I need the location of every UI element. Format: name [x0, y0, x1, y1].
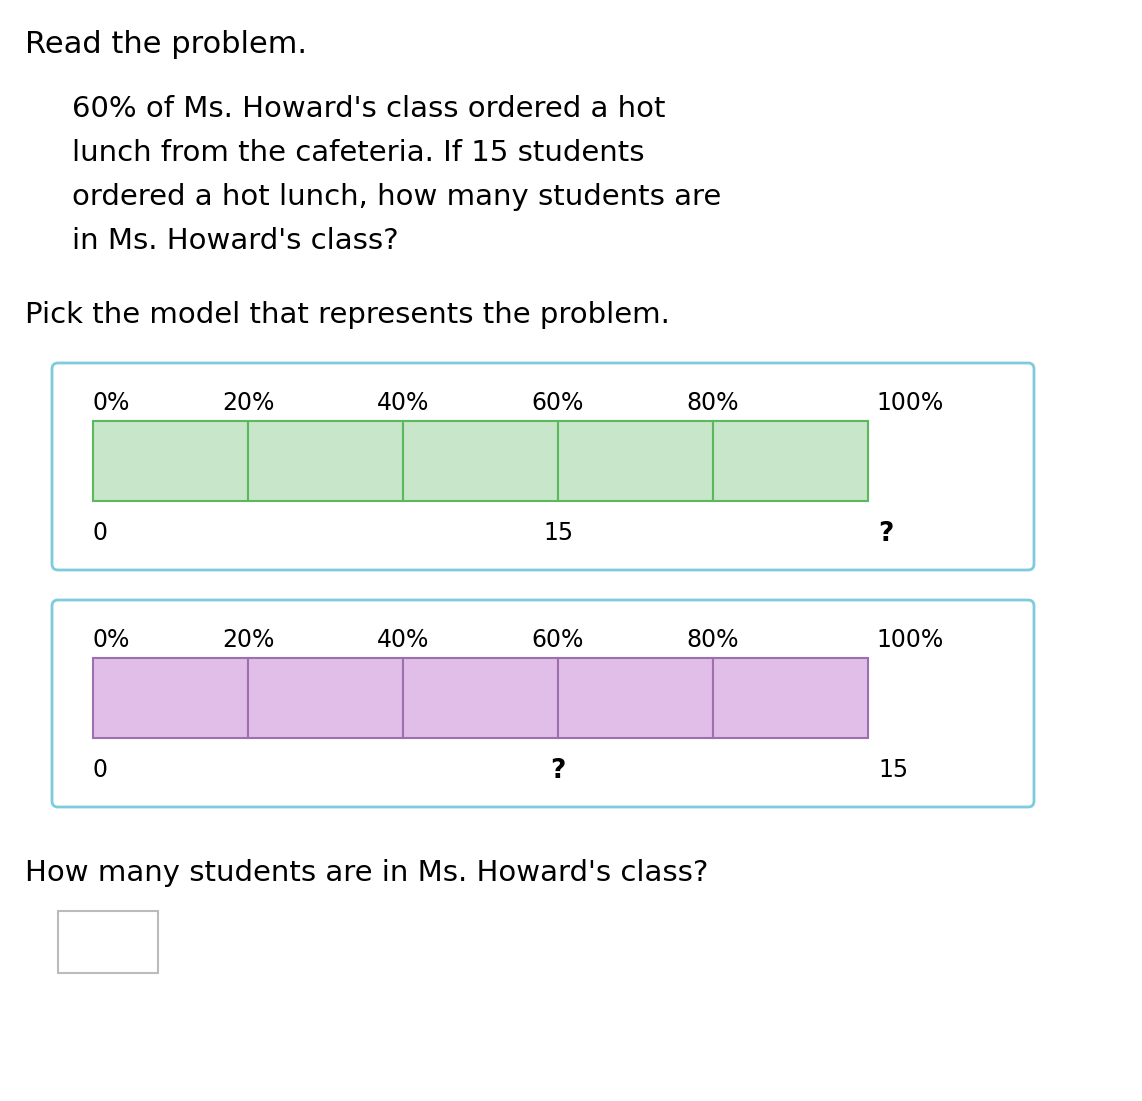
FancyBboxPatch shape [53, 600, 1034, 807]
Bar [248, 421, 403, 501]
Bar [558, 421, 713, 501]
Text: 15: 15 [878, 757, 908, 782]
Bar [558, 658, 713, 738]
Text: 40%: 40% [377, 628, 429, 652]
Text: 60%: 60% [532, 628, 585, 652]
Text: 100%: 100% [876, 628, 943, 652]
Text: 20%: 20% [222, 391, 274, 415]
Text: in Ms. Howard's class?: in Ms. Howard's class? [72, 227, 399, 255]
Text: lunch from the cafeteria. If 15 students: lunch from the cafeteria. If 15 students [72, 139, 644, 167]
Bar [93, 421, 248, 501]
Bar [403, 658, 558, 738]
Text: 40%: 40% [377, 391, 429, 415]
Text: 60%: 60% [532, 391, 585, 415]
Bar [93, 658, 248, 738]
Text: Read the problem.: Read the problem. [25, 30, 307, 59]
Text: ?: ? [550, 757, 565, 784]
Text: 20%: 20% [222, 628, 274, 652]
Bar [713, 658, 868, 738]
Text: 0%: 0% [93, 391, 130, 415]
Bar [248, 658, 403, 738]
Bar [403, 421, 558, 501]
Bar [713, 421, 868, 501]
FancyBboxPatch shape [53, 363, 1034, 570]
Text: 0%: 0% [93, 628, 130, 652]
Text: 60% of Ms. Howard's class ordered a hot: 60% of Ms. Howard's class ordered a hot [72, 95, 666, 123]
Text: 80%: 80% [686, 391, 739, 415]
Text: 0: 0 [93, 757, 108, 782]
Text: 0: 0 [93, 521, 108, 545]
Text: ?: ? [878, 521, 893, 547]
Text: ordered a hot lunch, how many students are: ordered a hot lunch, how many students a… [72, 183, 722, 211]
Text: 80%: 80% [686, 628, 739, 652]
Text: 100%: 100% [876, 391, 943, 415]
Text: 15: 15 [542, 521, 573, 545]
Text: Pick the model that represents the problem.: Pick the model that represents the probl… [25, 301, 670, 329]
Text: How many students are in Ms. Howard's class?: How many students are in Ms. Howard's cl… [25, 859, 708, 887]
Bar [58, 911, 158, 973]
